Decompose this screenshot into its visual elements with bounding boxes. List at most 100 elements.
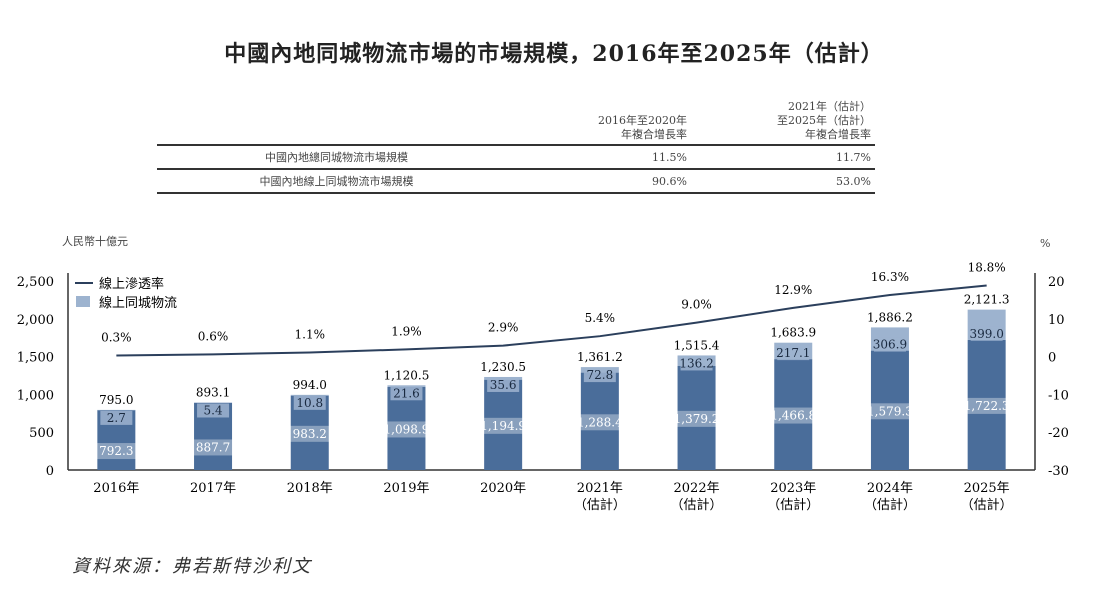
bar-online [290, 394, 329, 396]
online-label: 10.8 [296, 396, 323, 410]
bar-online [97, 409, 136, 411]
offline-label-bg [288, 425, 331, 442]
online-label: 399.0 [969, 327, 1003, 341]
bar-online [774, 342, 813, 360]
online-label-bg [583, 368, 616, 383]
bar-online [580, 367, 619, 373]
x-tick-label: 2019年 [383, 481, 429, 496]
online-label: 35.6 [490, 378, 517, 392]
total-label: 994.0 [293, 378, 327, 392]
y2-tick-label: 10 [1048, 313, 1065, 328]
chart-title: 中國內地同城物流市場的市場規模，2016年至2025年（估計） [224, 41, 884, 67]
offline-label-bg [385, 421, 428, 438]
bar-online [484, 376, 523, 380]
penetration-label: 9.0% [681, 298, 712, 312]
y2-axis-label: % [1040, 237, 1050, 250]
offline-label: 983.2 [293, 427, 327, 441]
offline-label-bg [578, 414, 621, 431]
x-tick-label: 2017年 [190, 481, 236, 496]
offline-label: 1,722.3 [964, 399, 1010, 413]
offline-label-bg [675, 410, 718, 427]
bar-offline [194, 402, 233, 470]
offline-label-bg [965, 397, 1008, 414]
online-label-bg [873, 337, 906, 352]
offline-label: 792.3 [99, 444, 133, 458]
x-tick-label: 2021年 [577, 481, 623, 496]
online-label: 217.1 [776, 346, 810, 360]
x-tick-label: 2016年 [93, 481, 139, 496]
penetration-label: 2.9% [488, 321, 519, 335]
online-label-bg [197, 403, 230, 418]
legend-bar-swatch [76, 296, 90, 307]
y2-tick-label: 20 [1048, 275, 1065, 290]
y-tick-label: 2,000 [17, 313, 54, 328]
offline-label-bg [772, 407, 815, 424]
penetration-line [116, 284, 987, 357]
y-axis-label: 人民幣十億元 [62, 234, 128, 248]
x-tick-label: 2018年 [287, 481, 333, 496]
bar-offline [580, 372, 619, 470]
online-label: 2.7 [107, 411, 126, 425]
x-tick-label: 2022年 [674, 481, 720, 496]
offline-label: 887.7 [196, 440, 230, 454]
total-label: 893.1 [196, 385, 230, 399]
y-tick-label: 1,000 [17, 388, 54, 403]
offline-label: 1,288.4 [577, 415, 623, 429]
x-tick-label: 2020年 [480, 481, 526, 496]
penetration-label: 16.3% [871, 270, 909, 284]
penetration-label: 1.9% [391, 324, 422, 338]
online-label-bg [100, 410, 133, 425]
x-tick-label: 2023年 [770, 481, 816, 496]
bar-online [677, 355, 716, 366]
offline-label-bg [95, 443, 138, 460]
x-tick-label: （估計） [574, 497, 626, 513]
bar-offline [967, 339, 1006, 470]
y2-tick-label: -20 [1048, 426, 1069, 441]
x-tick-label: 2025年 [964, 481, 1010, 496]
bar-offline [290, 395, 329, 470]
penetration-label: 18.8% [968, 261, 1006, 275]
y-tick-label: 500 [29, 426, 54, 441]
total-label: 1,230.5 [480, 360, 526, 374]
table-row: 中國內地總同城物流市場規模 11.5% 11.7% [157, 145, 875, 170]
x-tick-label: （估計） [961, 497, 1013, 513]
bar-offline [97, 410, 136, 470]
online-label: 136.2 [679, 356, 713, 370]
penetration-label: 12.9% [774, 283, 812, 297]
online-label-bg [777, 346, 810, 361]
online-label-bg [293, 395, 326, 410]
online-label-bg [487, 377, 520, 392]
legend-bar-label: 線上同城物流 [99, 295, 177, 311]
offline-label-bg [868, 403, 911, 420]
total-label: 1,683.9 [770, 326, 816, 340]
online-label-bg [680, 356, 713, 371]
y-tick-label: 1,500 [17, 351, 54, 366]
source-note: 資料來源：弗若斯特沙利文 [72, 556, 312, 577]
cagr-table: 2016年至2020年 年複合增長率 2021年（估計） 至2025年（估計） 年複合… [157, 98, 875, 194]
total-label: 1,120.5 [384, 368, 430, 382]
bar-offline [677, 365, 716, 470]
offline-label-bg [192, 439, 235, 456]
total-label: 1,361.2 [577, 350, 623, 364]
bar-offline [870, 350, 909, 470]
x-tick-label: （估計） [767, 497, 819, 513]
online-label: 306.9 [873, 338, 907, 352]
offline-label: 1,098.9 [384, 422, 430, 436]
cagr-header-1: 2016年至2020年 年複合增長率 [516, 98, 691, 146]
offline-label-bg [482, 417, 525, 434]
bar-offline [387, 386, 426, 470]
x-tick-label: （估計） [864, 497, 916, 513]
bar-offline [484, 379, 523, 470]
cagr-header-2: 2021年（估計） 至2025年（估計） 年複合增長率 [690, 98, 875, 146]
total-label: 2,121.3 [964, 293, 1010, 307]
offline-label: 1,379.2 [674, 412, 720, 426]
online-label: 21.6 [393, 386, 420, 400]
online-label: 5.4 [204, 403, 223, 417]
penetration-label: 0.6% [198, 329, 229, 343]
y2-tick-label: -10 [1048, 388, 1069, 403]
legend-line-label: 線上滲透率 [99, 276, 164, 292]
bar-online [967, 309, 1006, 340]
offline-label: 1,194.9 [480, 419, 526, 433]
